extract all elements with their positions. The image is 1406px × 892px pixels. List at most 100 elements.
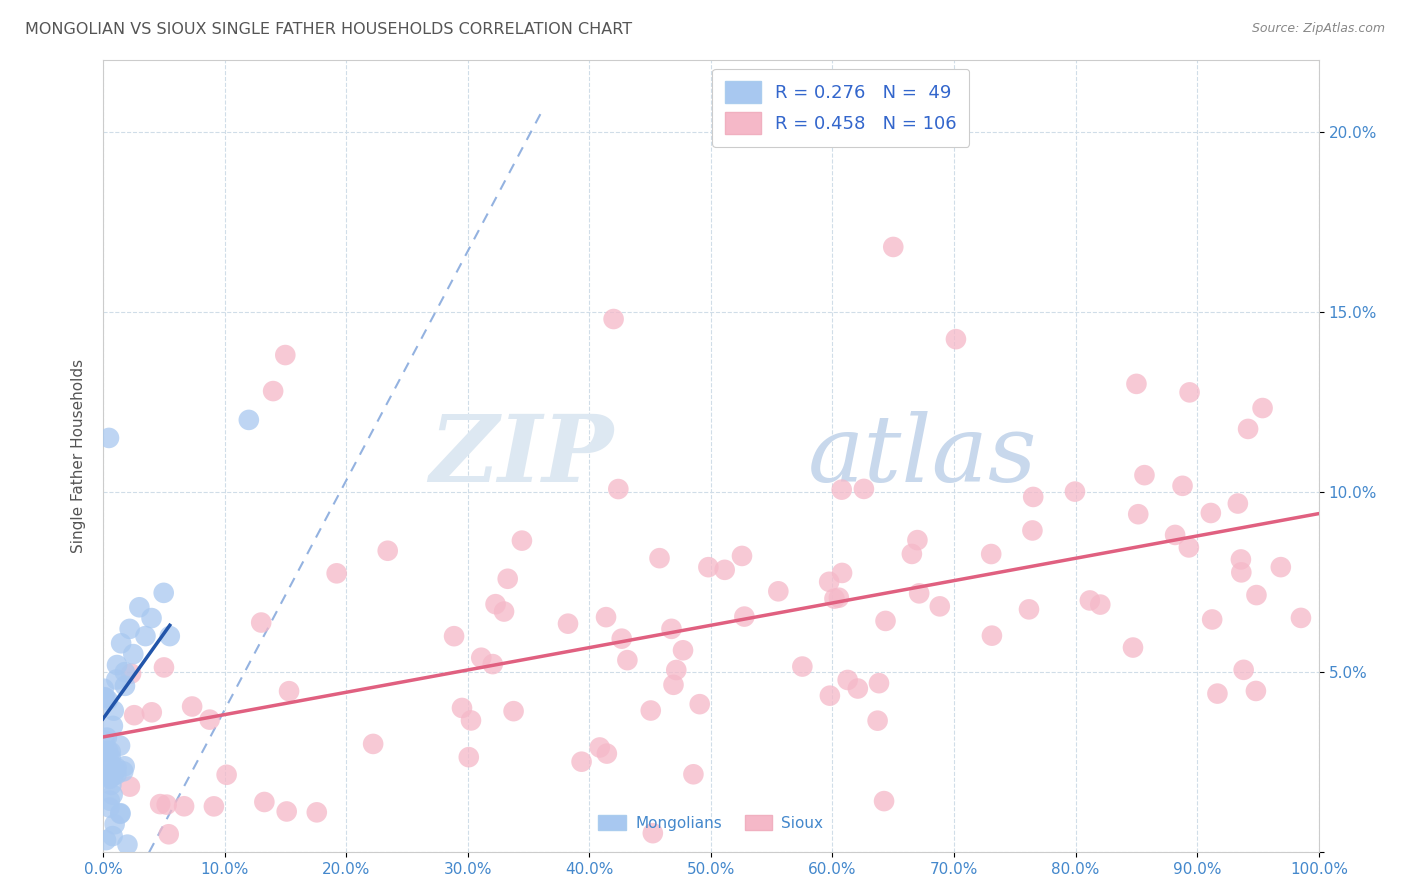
Point xyxy=(443,629,465,643)
Text: Source: ZipAtlas.com: Source: ZipAtlas.com xyxy=(1251,22,1385,36)
Point xyxy=(101,759,124,773)
Point xyxy=(104,817,127,831)
Point xyxy=(1164,528,1187,542)
Point xyxy=(1171,479,1194,493)
Point xyxy=(122,647,145,661)
Point xyxy=(641,826,664,840)
Point xyxy=(908,586,931,600)
Point xyxy=(173,799,195,814)
Point xyxy=(866,714,889,728)
Point xyxy=(1199,506,1222,520)
Point xyxy=(792,659,814,673)
Point xyxy=(156,797,179,812)
Point xyxy=(1230,552,1253,566)
Point xyxy=(105,673,128,687)
Point xyxy=(460,714,482,728)
Point xyxy=(882,240,904,254)
Point xyxy=(152,586,174,600)
Point xyxy=(1251,401,1274,415)
Point xyxy=(831,483,853,497)
Point xyxy=(1244,684,1267,698)
Point xyxy=(100,751,122,765)
Point xyxy=(831,566,853,580)
Point xyxy=(96,731,118,745)
Point xyxy=(104,763,127,777)
Point xyxy=(610,632,633,646)
Point xyxy=(945,332,967,346)
Point xyxy=(905,533,928,547)
Point xyxy=(110,806,132,821)
Point xyxy=(1122,640,1144,655)
Point xyxy=(181,699,204,714)
Point xyxy=(134,629,156,643)
Point xyxy=(1090,598,1112,612)
Point xyxy=(94,833,117,847)
Point xyxy=(128,600,150,615)
Point xyxy=(112,764,135,779)
Point xyxy=(557,616,579,631)
Point xyxy=(928,599,950,614)
Point xyxy=(118,622,141,636)
Point xyxy=(1022,490,1045,504)
Point xyxy=(818,574,841,589)
Point xyxy=(118,780,141,794)
Point xyxy=(1021,524,1043,538)
Point xyxy=(689,697,711,711)
Point xyxy=(823,591,845,606)
Point xyxy=(837,673,859,687)
Point xyxy=(101,788,124,802)
Point xyxy=(305,805,328,820)
Point xyxy=(122,708,145,723)
Point xyxy=(1246,588,1268,602)
Point xyxy=(868,676,890,690)
Point xyxy=(114,759,136,773)
Point xyxy=(238,413,260,427)
Point xyxy=(571,755,593,769)
Legend: Mongolians, Sioux: Mongolians, Sioux xyxy=(592,808,830,837)
Point xyxy=(202,799,225,814)
Point xyxy=(616,653,638,667)
Point xyxy=(1018,602,1040,616)
Point xyxy=(114,665,136,680)
Point xyxy=(589,740,612,755)
Point xyxy=(325,566,347,581)
Point xyxy=(157,827,180,841)
Point xyxy=(818,689,841,703)
Point xyxy=(846,681,869,696)
Point xyxy=(713,563,735,577)
Point xyxy=(105,767,128,781)
Point xyxy=(198,713,221,727)
Point xyxy=(117,838,139,852)
Point xyxy=(93,733,115,747)
Point xyxy=(97,743,120,757)
Point xyxy=(110,636,132,650)
Point xyxy=(114,679,136,693)
Point xyxy=(105,761,128,775)
Point xyxy=(98,794,121,808)
Point xyxy=(110,806,132,821)
Point xyxy=(607,482,630,496)
Point xyxy=(1237,422,1260,436)
Point xyxy=(1178,385,1201,400)
Point xyxy=(149,797,172,811)
Point xyxy=(1125,376,1147,391)
Point xyxy=(93,681,115,696)
Point xyxy=(141,611,163,625)
Point xyxy=(98,772,121,786)
Point xyxy=(672,643,695,657)
Point xyxy=(510,533,533,548)
Y-axis label: Single Father Households: Single Father Households xyxy=(72,359,86,553)
Point xyxy=(153,660,176,674)
Point xyxy=(665,663,688,677)
Point xyxy=(100,778,122,792)
Point xyxy=(648,551,671,566)
Point xyxy=(457,750,479,764)
Point xyxy=(1078,593,1101,607)
Point xyxy=(1133,468,1156,483)
Point xyxy=(93,744,115,758)
Point xyxy=(274,348,297,362)
Text: atlas: atlas xyxy=(808,411,1038,501)
Point xyxy=(481,657,503,672)
Text: ZIP: ZIP xyxy=(429,411,613,501)
Point xyxy=(901,547,924,561)
